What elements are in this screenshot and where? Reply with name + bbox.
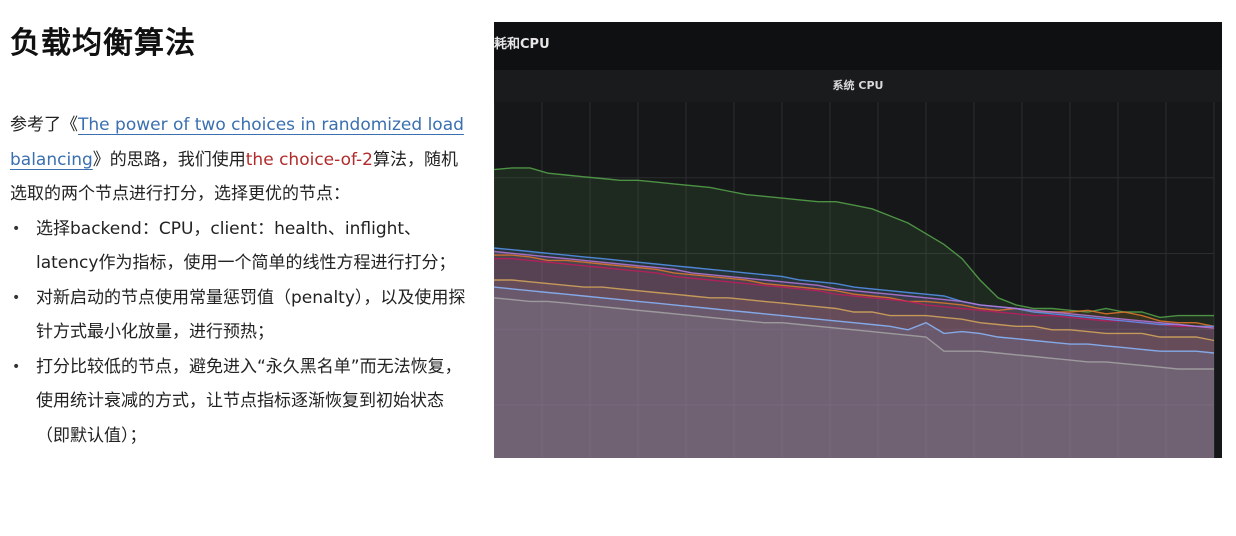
series-line-7 xyxy=(494,297,1214,370)
algorithm-highlight: the choice-of-2 xyxy=(245,149,373,170)
series-area-1 xyxy=(494,280,1214,458)
series-area-2 xyxy=(494,255,1214,458)
chart-grid xyxy=(494,102,1215,458)
chart-lines xyxy=(494,167,1215,370)
series-line-3 xyxy=(494,257,1215,329)
intro-suffix: 算法，随机选取的两个节点进行打分，选择更优的节点： xyxy=(10,149,458,205)
series-area-7 xyxy=(494,297,1214,458)
series-line-1 xyxy=(494,279,1215,342)
dashboard-screenshot: 耗和CPU 系统 CPU xyxy=(494,22,1222,458)
slide-title: 负载均衡算法 xyxy=(10,26,196,61)
intro-prefix: 参考了《 xyxy=(10,115,78,135)
series-line-4 xyxy=(494,247,1214,328)
series-line-2 xyxy=(494,254,1215,327)
bullet-list: 选择backend：CPU，client：health、inflight、lat… xyxy=(10,212,470,454)
chart-areas xyxy=(494,167,1214,458)
intro-after-link: 》的思路，我们使用 xyxy=(92,149,246,170)
series-area-5 xyxy=(494,251,1214,458)
intro-paragraph: 参考了《The power of two choices in randomiz… xyxy=(10,108,470,212)
cpu-line-chart xyxy=(494,102,1215,458)
bullet-item: 打分比较低的节点，避免进入“永久黑名单”而无法恢复，使用统计衰减的方式，让节点指… xyxy=(10,350,470,454)
bullet-item: 对新启动的节点使用常量惩罚值（penalty），以及使用探针方式最小化放量，进行… xyxy=(10,281,470,350)
series-line-5 xyxy=(494,250,1215,329)
series-area-0 xyxy=(494,167,1214,458)
series-area-4 xyxy=(494,248,1214,458)
series-area-3 xyxy=(494,258,1214,458)
bullet-item: 选择backend：CPU，client：health、inflight、lat… xyxy=(10,212,470,281)
series-line-6 xyxy=(494,286,1215,354)
paper-link[interactable]: The power of two choices in randomized l… xyxy=(10,115,464,170)
chart-title: 系统 CPU xyxy=(494,70,1222,102)
slide-body: 参考了《The power of two choices in randomiz… xyxy=(10,108,470,453)
dashboard-panel-title: 耗和CPU xyxy=(494,22,1222,70)
series-area-6 xyxy=(494,287,1214,458)
